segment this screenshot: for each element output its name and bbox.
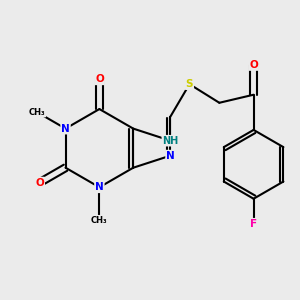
- Text: NH: NH: [162, 136, 178, 146]
- Text: N: N: [166, 151, 175, 160]
- Text: O: O: [95, 74, 104, 84]
- Text: O: O: [249, 60, 258, 70]
- Text: N: N: [95, 182, 104, 192]
- Text: CH₃: CH₃: [29, 108, 45, 117]
- Text: CH₃: CH₃: [91, 216, 108, 225]
- Text: S: S: [186, 79, 193, 89]
- Text: O: O: [35, 178, 44, 188]
- Text: F: F: [250, 219, 257, 229]
- Text: N: N: [61, 124, 70, 134]
